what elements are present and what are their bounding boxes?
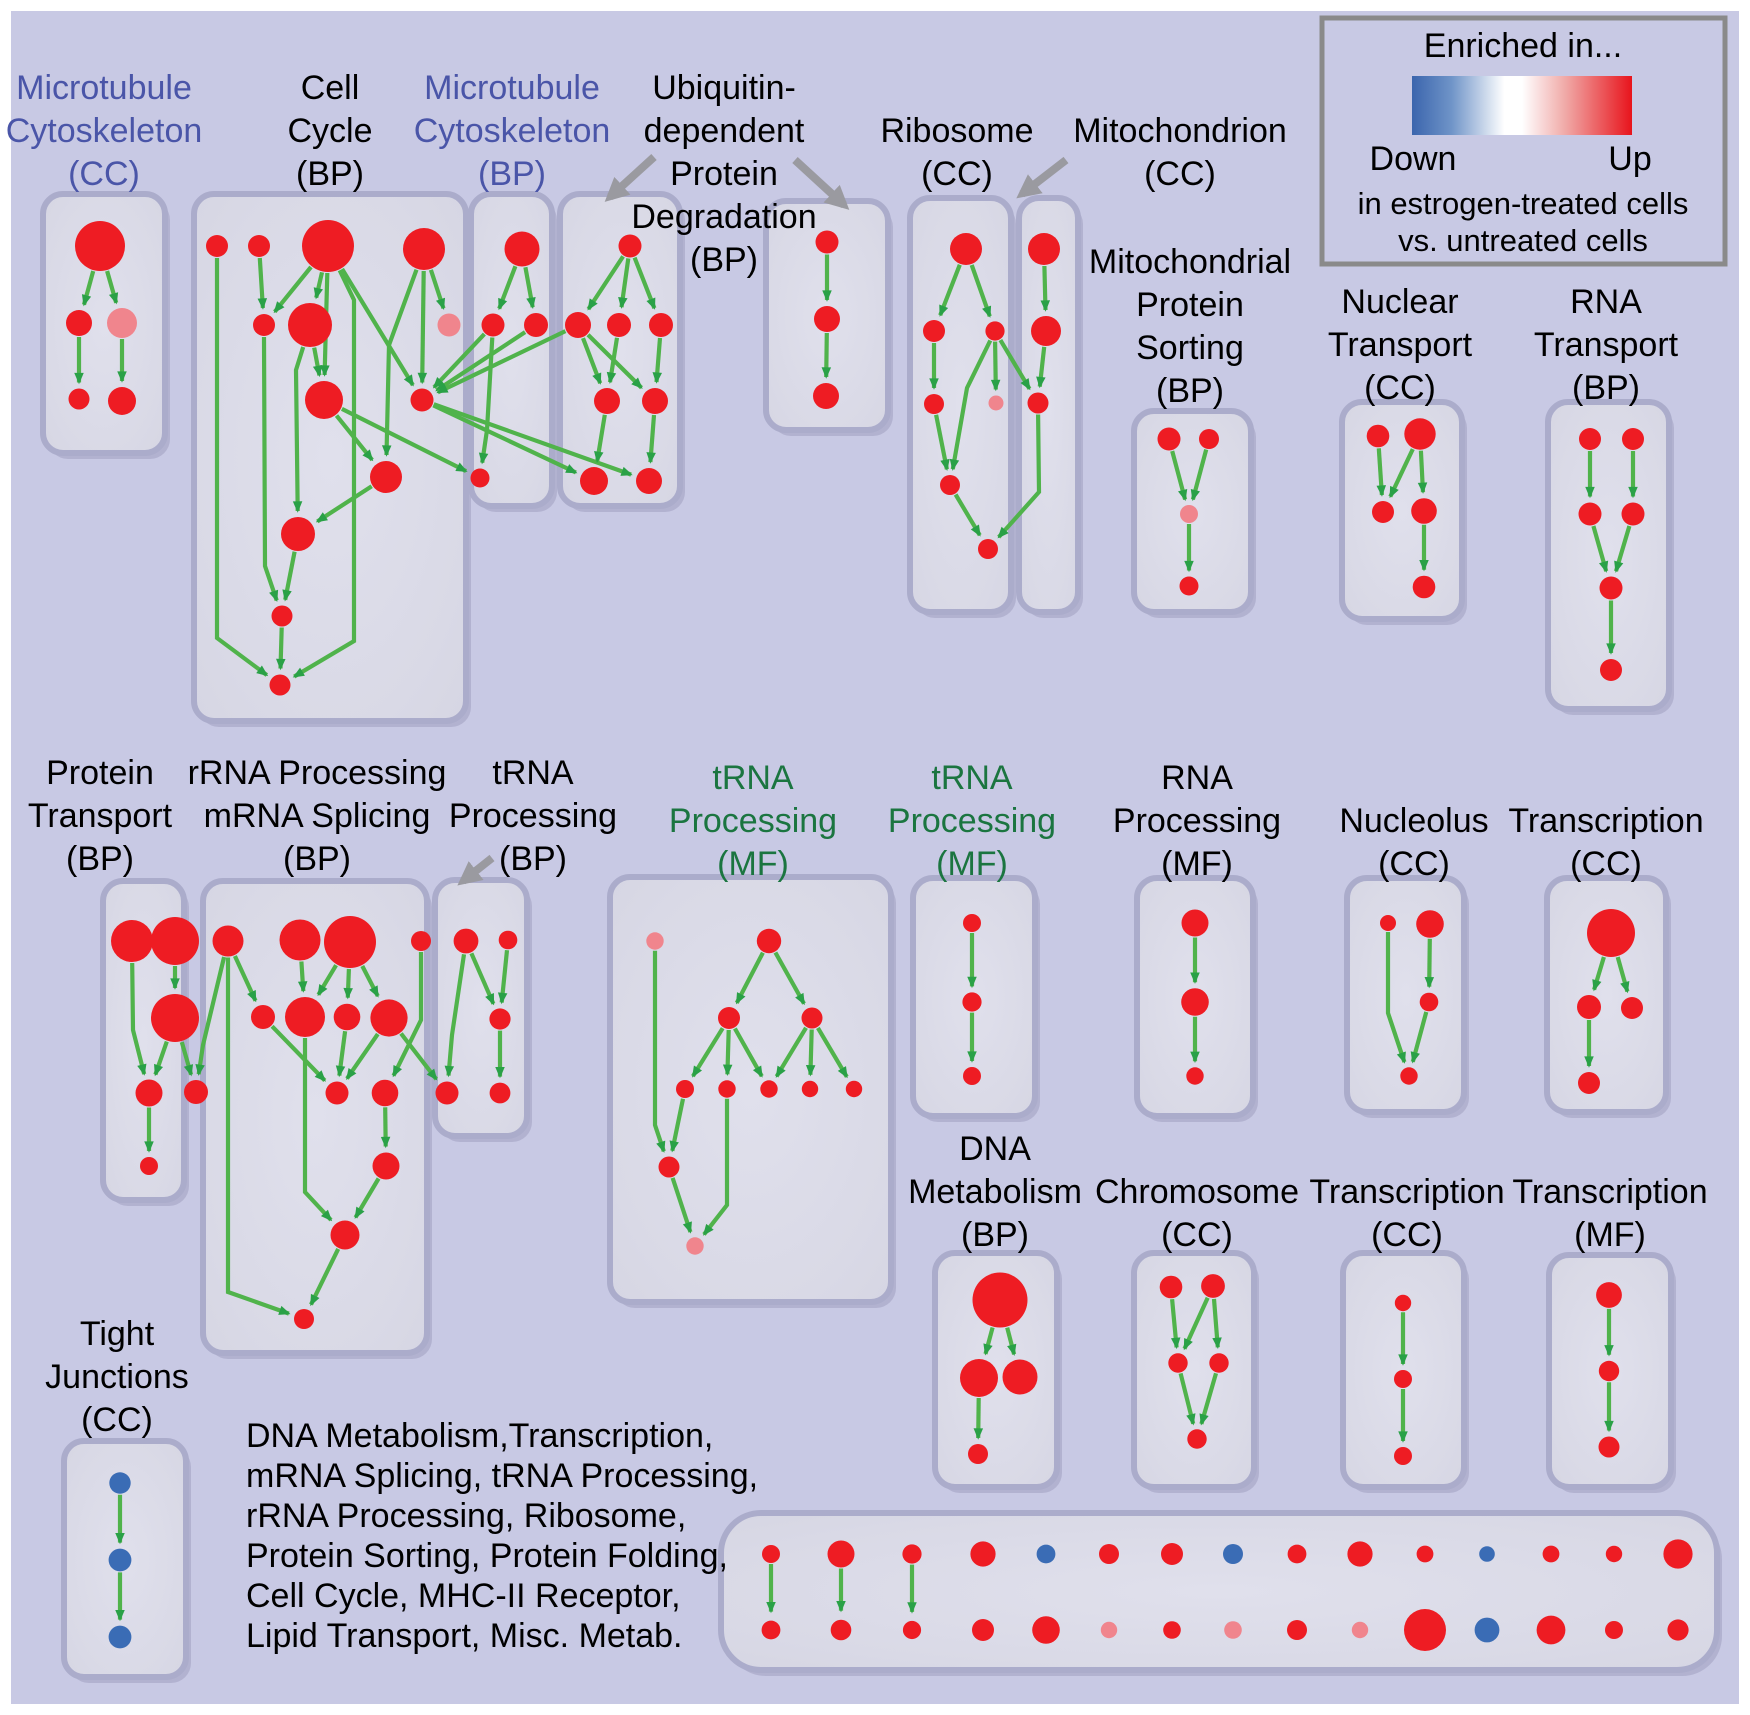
svg-text:RNA: RNA [1161, 759, 1233, 797]
svg-text:tRNA: tRNA [492, 754, 574, 792]
svg-text:(BP): (BP) [499, 840, 567, 878]
svg-text:(BP): (BP) [296, 155, 364, 193]
svg-text:Transcription: Transcription [1508, 802, 1703, 840]
svg-text:Ubiquitin-: Ubiquitin- [652, 69, 796, 107]
svg-text:Cell: Cell [301, 69, 360, 107]
svg-text:DNA: DNA [959, 1130, 1031, 1168]
svg-text:mRNA Splicing, tRNA Processing: mRNA Splicing, tRNA Processing, [246, 1457, 758, 1495]
svg-text:(BP): (BP) [961, 1216, 1029, 1254]
svg-text:(BP): (BP) [478, 155, 546, 193]
svg-text:Ribosome: Ribosome [880, 112, 1033, 150]
svg-text:(CC): (CC) [1371, 1216, 1443, 1254]
svg-text:Metabolism: Metabolism [908, 1173, 1082, 1211]
svg-text:Processing: Processing [888, 802, 1056, 840]
svg-text:(CC): (CC) [1570, 845, 1642, 883]
svg-text:Protein Sorting, Protein Foldi: Protein Sorting, Protein Folding, [246, 1537, 728, 1575]
svg-text:Transport: Transport [1328, 326, 1473, 364]
svg-text:Chromosome: Chromosome [1095, 1173, 1299, 1211]
svg-text:Mitochondrial: Mitochondrial [1089, 243, 1291, 281]
svg-text:(BP): (BP) [1156, 372, 1224, 410]
svg-text:tRNA: tRNA [931, 759, 1013, 797]
svg-text:Protein: Protein [1136, 286, 1244, 324]
svg-text:Processing: Processing [449, 797, 617, 835]
svg-text:Transport: Transport [1534, 326, 1679, 364]
svg-text:Processing: Processing [1113, 802, 1281, 840]
svg-text:DNA Metabolism,Transcription,: DNA Metabolism,Transcription, [246, 1417, 713, 1455]
svg-text:Processing: Processing [669, 802, 837, 840]
svg-text:Enriched in...: Enriched in... [1424, 27, 1622, 65]
svg-text:Tight: Tight [80, 1315, 155, 1353]
svg-text:(CC): (CC) [81, 1401, 153, 1439]
svg-text:(MF): (MF) [936, 845, 1008, 883]
svg-text:Degradation: Degradation [631, 198, 816, 236]
svg-text:mRNA Splicing: mRNA Splicing [204, 797, 431, 835]
svg-text:Cell Cycle, MHC-II Receptor,: Cell Cycle, MHC-II Receptor, [246, 1577, 681, 1615]
svg-text:Transcription: Transcription [1309, 1173, 1504, 1211]
svg-text:(CC): (CC) [1364, 369, 1436, 407]
svg-text:Nuclear: Nuclear [1341, 283, 1458, 321]
svg-text:(CC): (CC) [68, 155, 140, 193]
svg-text:(MF): (MF) [717, 845, 789, 883]
svg-text:vs. untreated cells: vs. untreated cells [1398, 223, 1648, 258]
svg-text:rRNA Processing, Ribosome,: rRNA Processing, Ribosome, [246, 1497, 686, 1535]
svg-text:Protein: Protein [670, 155, 778, 193]
svg-text:Cycle: Cycle [287, 112, 372, 150]
svg-text:Microtubule: Microtubule [16, 69, 192, 107]
svg-text:(MF): (MF) [1161, 845, 1233, 883]
svg-text:Protein: Protein [46, 754, 154, 792]
svg-text:(CC): (CC) [1144, 155, 1216, 193]
svg-text:Transport: Transport [28, 797, 173, 835]
svg-text:(CC): (CC) [921, 155, 993, 193]
svg-text:rRNA Processing: rRNA Processing [188, 754, 447, 792]
svg-text:Transcription: Transcription [1512, 1173, 1707, 1211]
svg-text:(CC): (CC) [1161, 1216, 1233, 1254]
svg-text:tRNA: tRNA [712, 759, 794, 797]
svg-text:Junctions: Junctions [45, 1358, 189, 1396]
svg-text:RNA: RNA [1570, 283, 1642, 321]
svg-text:(BP): (BP) [1572, 369, 1640, 407]
svg-text:in estrogen-treated cells: in estrogen-treated cells [1358, 186, 1689, 221]
svg-text:Cytoskeleton: Cytoskeleton [6, 112, 203, 150]
svg-text:(BP): (BP) [690, 241, 758, 279]
svg-text:Cytoskeleton: Cytoskeleton [414, 112, 611, 150]
svg-text:Sorting: Sorting [1136, 329, 1244, 367]
svg-text:dependent: dependent [644, 112, 805, 150]
svg-text:Microtubule: Microtubule [424, 69, 600, 107]
svg-text:(BP): (BP) [66, 840, 134, 878]
svg-text:Nucleolus: Nucleolus [1339, 802, 1488, 840]
svg-text:(CC): (CC) [1378, 845, 1450, 883]
svg-text:Down: Down [1370, 140, 1457, 178]
svg-text:(MF): (MF) [1574, 1216, 1646, 1254]
svg-text:Up: Up [1608, 140, 1651, 178]
svg-text:Lipid Transport, Misc. Metab.: Lipid Transport, Misc. Metab. [246, 1617, 683, 1655]
svg-text:(BP): (BP) [283, 840, 351, 878]
svg-text:Mitochondrion: Mitochondrion [1073, 112, 1287, 150]
